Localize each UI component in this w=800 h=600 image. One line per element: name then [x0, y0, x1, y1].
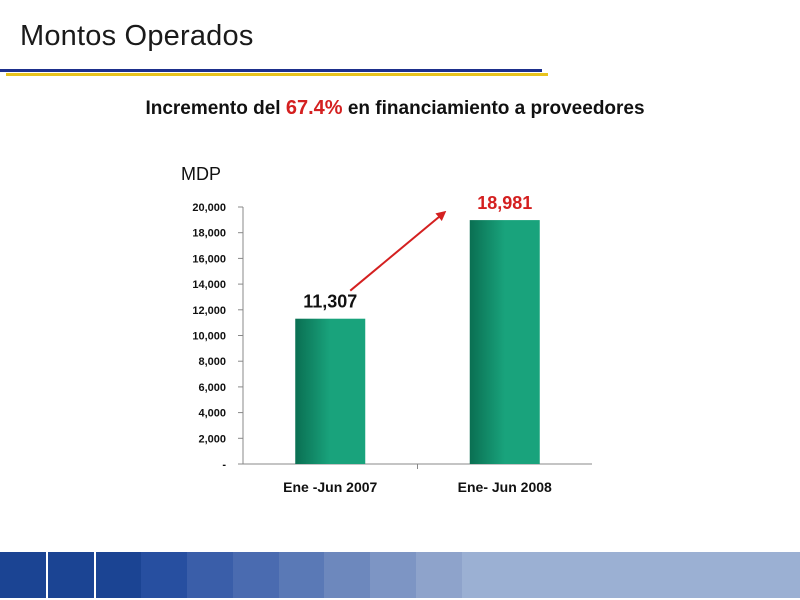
chart-subtitle: Incremento del 67.4% en financiamiento a…	[0, 97, 790, 120]
y-tick-label: 12,000	[192, 305, 226, 317]
slide-title: Montos Operados	[20, 20, 254, 52]
title-rule-blue	[0, 69, 542, 72]
subtitle-after: en financiamiento a proveedores	[342, 98, 645, 119]
x-tick-label: Ene -Jun 2007	[283, 479, 377, 495]
footer-segment	[324, 552, 371, 598]
subtitle-before: Incremento del	[145, 98, 286, 119]
footer-segment	[95, 552, 142, 598]
footer-segment	[187, 552, 233, 598]
bar	[469, 220, 540, 464]
x-tick-label: Ene- Jun 2008	[458, 479, 552, 495]
trend-arrow	[349, 210, 447, 292]
y-tick-label: 14,000	[192, 279, 226, 291]
y-tick-label: 8,000	[198, 356, 226, 368]
footer-segment	[415, 552, 462, 598]
subtitle-highlight: 67.4%	[285, 97, 343, 119]
y-tick-label: 16,000	[192, 253, 226, 265]
data-label: 18,981	[477, 193, 532, 213]
footer-segment	[278, 552, 325, 598]
y-axis-label: MDP	[181, 164, 221, 184]
y-tick-label: 10,000	[192, 331, 226, 343]
y-tick-label: 6,000	[198, 382, 226, 394]
y-tick-label: 2,000	[198, 433, 226, 445]
footer-segment	[141, 552, 188, 598]
title-rule-gold	[6, 73, 548, 76]
footer-segment	[370, 552, 416, 598]
data-label: 11,307	[303, 292, 357, 312]
bar	[295, 318, 366, 464]
y-tick-label: -	[222, 459, 226, 471]
footer-segment	[232, 552, 279, 598]
footer-segment	[47, 552, 96, 598]
footer-segment	[461, 552, 800, 598]
y-tick-label: 20,000	[192, 202, 226, 214]
footer-segment	[0, 552, 48, 598]
y-tick-label: 4,000	[198, 408, 226, 420]
y-tick-label: 18,000	[192, 228, 226, 240]
footer-band	[0, 552, 800, 598]
